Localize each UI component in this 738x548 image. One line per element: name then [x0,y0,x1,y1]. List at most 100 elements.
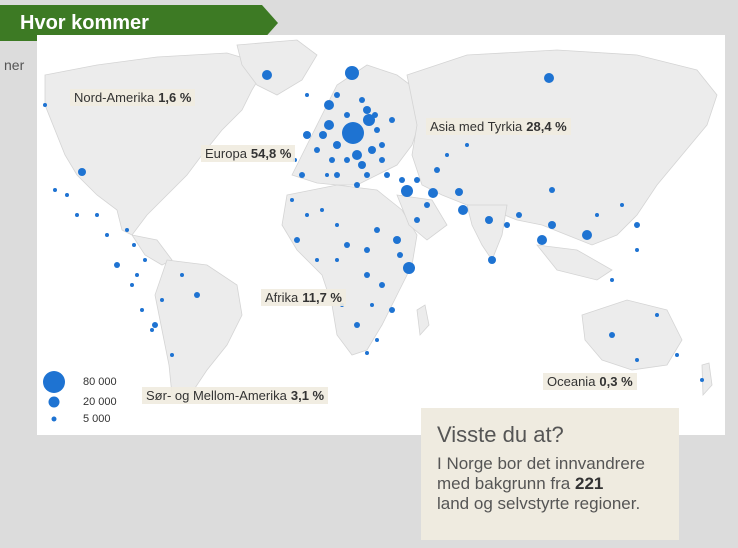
immigration-bubble [389,117,395,123]
immigration-bubble [609,332,615,338]
immigration-bubble [384,172,390,178]
landmass-north-america [44,52,268,236]
immigration-bubble [325,173,329,177]
immigration-bubble [403,262,415,274]
landmass-madagascar [416,304,430,336]
immigration-bubble [140,308,144,312]
immigration-bubble [399,177,405,183]
immigration-bubble [372,112,378,118]
immigration-bubble [537,235,547,245]
immigration-bubble [43,103,47,107]
immigration-bubble [320,208,324,212]
legend-symbols [43,371,65,422]
immigration-bubble [465,143,469,147]
region-label-asia: Asia med Tyrkia 28,4 % [426,118,571,135]
immigration-bubble [125,228,129,232]
immigration-bubble [358,161,366,169]
immigration-bubble [455,188,463,196]
immigration-bubble [548,221,556,229]
immigration-bubble [374,227,380,233]
immigration-bubble [344,157,350,163]
immigration-bubble [610,278,614,282]
immigration-bubble [485,216,493,224]
immigration-bubble [333,141,341,149]
immigration-bubble [352,150,362,160]
immigration-bubble [65,193,69,197]
immigration-bubble [150,328,154,332]
region-label-north-america: Nord-Amerika 1,6 % [70,89,196,106]
info-country-count: 221 [574,474,604,493]
immigration-bubble [53,188,57,192]
immigration-bubble [389,307,395,313]
immigration-bubble [424,202,430,208]
immigration-bubble [368,146,376,154]
immigration-bubble [379,142,385,148]
immigration-bubble [635,248,639,252]
immigration-bubble [294,237,300,243]
immigration-bubble [334,92,340,98]
immigration-bubble [305,213,309,217]
immigration-bubble [634,222,640,228]
region-label-africa: Afrika 11,7 % [261,289,346,306]
immigration-bubble [303,131,311,139]
immigration-bubble [393,236,401,244]
immigration-bubble [364,247,370,253]
legend-label-80000: 80 000 [83,376,117,388]
legend-label-20000: 20 000 [83,396,117,408]
immigration-bubble [132,243,136,247]
landmass-new-zealand [701,362,713,397]
immigration-bubble [370,303,374,307]
landmass-australia [581,299,683,371]
info-box: Visste du at? I Norge bor det innvandrer… [421,408,679,540]
immigration-bubble [354,322,360,328]
immigration-bubble [152,322,158,328]
landmass-central-america [131,234,173,266]
immigration-bubble [334,172,340,178]
landmass-india [466,204,508,261]
immigration-bubble [143,258,147,262]
legend-circle-large [43,371,65,393]
immigration-bubble [374,127,380,133]
region-label-europe: Europa 54,8 % [201,145,296,162]
immigration-bubble [429,190,435,196]
immigration-bubble [434,167,440,173]
landmass-greenland [236,39,318,96]
cropped-side-text: ner [4,57,25,73]
immigration-bubble [324,100,334,110]
landmass-se-asia [536,244,613,281]
landmass-arabia [396,194,448,241]
landmass-south-america [154,259,243,401]
immigration-bubble [595,213,599,217]
immigration-bubble [180,273,184,277]
immigration-bubble [488,256,496,264]
immigration-bubble [620,203,624,207]
immigration-bubble [114,262,120,268]
immigration-bubble [344,112,350,118]
immigration-bubble [375,338,379,342]
info-text: I Norge bor det innvandrere med bakgrunn… [437,454,645,513]
info-title: Visste du at? [437,422,564,447]
immigration-bubble [582,230,592,240]
immigration-bubble [364,272,370,278]
immigration-bubble [329,157,335,163]
immigration-bubble [135,273,139,277]
immigration-bubble [335,258,339,262]
immigration-bubble [78,168,86,176]
immigration-bubble [305,93,309,97]
immigration-bubble [414,177,420,183]
immigration-bubble [401,185,413,197]
immigration-bubble [262,70,272,80]
immigration-bubble [314,147,320,153]
immigration-bubble [315,258,319,262]
immigration-bubble [544,73,554,83]
immigration-bubble [95,213,99,217]
legend-label-5000: 5 000 [83,413,111,425]
immigration-bubble [354,182,360,188]
immigration-bubble [359,97,365,103]
immigration-bubble [655,313,659,317]
immigration-bubble [299,172,305,178]
immigration-bubble [160,298,164,302]
immigration-bubble [363,114,375,126]
immigration-bubble [364,172,370,178]
immigration-bubble [170,353,174,357]
